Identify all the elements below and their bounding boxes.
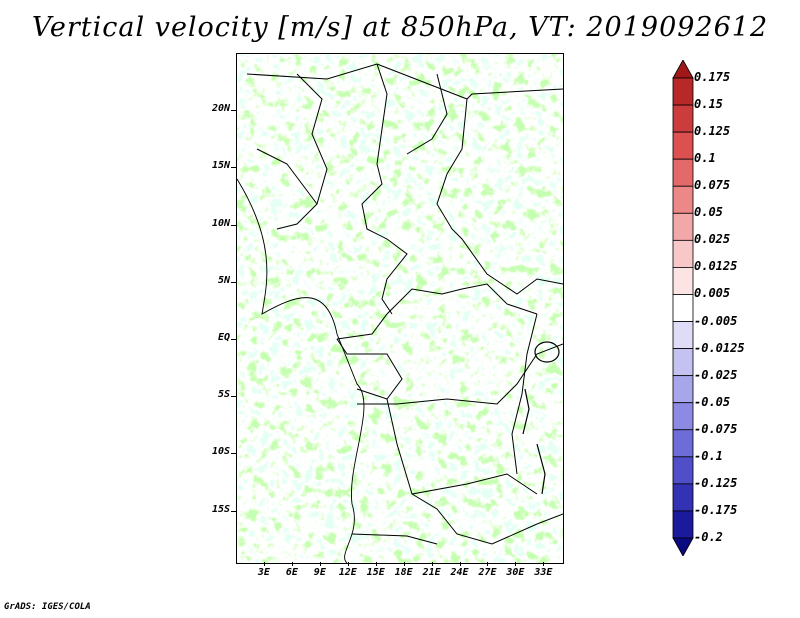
lat-label: 5N bbox=[217, 274, 230, 286]
lon-tick bbox=[403, 562, 405, 566]
colorbar-segment bbox=[672, 294, 694, 322]
colorbar-segment bbox=[672, 402, 694, 431]
lon-tick bbox=[319, 562, 321, 566]
field-background bbox=[237, 54, 563, 563]
lon-label: 33E bbox=[534, 567, 553, 578]
colorbar-segment bbox=[672, 158, 694, 187]
lat-tick bbox=[231, 453, 236, 455]
lat-label: EQ bbox=[217, 331, 230, 343]
colorbar-segment bbox=[672, 212, 694, 241]
colorbar-segment bbox=[672, 429, 694, 458]
lat-tick bbox=[231, 338, 236, 340]
colorbar-segment bbox=[672, 321, 694, 349]
colorbar-label: 0.15 bbox=[694, 97, 723, 112]
lon-tick bbox=[347, 562, 349, 566]
lat-tick bbox=[231, 281, 236, 283]
lon-label: 9E bbox=[313, 567, 326, 578]
lakes bbox=[522, 341, 560, 495]
lat-tick bbox=[231, 396, 236, 398]
lon-label: 27E bbox=[478, 567, 497, 578]
colorbar-label: -0.2 bbox=[694, 530, 723, 544]
lon-label: 21E bbox=[422, 567, 441, 578]
lat-label: 15S bbox=[211, 503, 230, 515]
colorbar-segment bbox=[672, 77, 694, 106]
lat-label: 5S bbox=[217, 389, 230, 401]
lon-label: 15E bbox=[366, 567, 385, 578]
colorbar-segment bbox=[672, 131, 694, 160]
lon-tick bbox=[515, 562, 517, 566]
grads-credit: GrADS: IGES/COLA bbox=[4, 602, 91, 612]
lat-label: 15N bbox=[211, 160, 230, 172]
lon-label: 3E bbox=[257, 567, 270, 578]
map-title: Vertical velocity [m/s] at 850hPa, VT: 2… bbox=[31, 12, 769, 43]
lon-tick bbox=[487, 562, 489, 566]
lon-label: 18E bbox=[394, 567, 413, 578]
lat-tick bbox=[231, 167, 236, 169]
lon-tick bbox=[375, 562, 377, 566]
lon-label: 12E bbox=[338, 567, 357, 578]
lon-tick bbox=[459, 562, 461, 566]
colorbar-segment bbox=[672, 375, 694, 404]
colorbar-segment bbox=[672, 510, 694, 539]
colorbar-label: 0.125 bbox=[694, 124, 731, 139]
colorbar-segment bbox=[672, 267, 694, 295]
colorbar-label: -0.175 bbox=[694, 502, 738, 517]
colorbar bbox=[672, 60, 694, 556]
lon-tick bbox=[543, 562, 545, 566]
colorbar-segment bbox=[672, 185, 694, 214]
lon-tick bbox=[263, 562, 265, 566]
colorbar-segment bbox=[672, 456, 694, 485]
colorbar-label: 0.005 bbox=[694, 286, 731, 301]
lat-tick bbox=[231, 224, 236, 226]
velocity-map bbox=[236, 53, 564, 564]
colorbar-label: -0.025 bbox=[694, 367, 738, 382]
lat-label: 10N bbox=[211, 217, 230, 229]
velocity-field-plot bbox=[237, 54, 563, 563]
lat-label: 10S bbox=[211, 446, 230, 458]
lon-label: 6E bbox=[285, 567, 298, 578]
colorbar-top-triangle bbox=[672, 60, 694, 79]
colorbar-label: 0.025 bbox=[694, 232, 731, 247]
lat-label: 20N bbox=[211, 103, 230, 115]
colorbar-segment bbox=[672, 348, 694, 377]
country-borders bbox=[237, 63, 563, 563]
colorbar-segment bbox=[672, 239, 694, 268]
colorbar-label: 0.0125 bbox=[694, 259, 738, 274]
lon-tick bbox=[291, 562, 293, 566]
colorbar-segment bbox=[672, 483, 694, 512]
colorbar-label: -0.1 bbox=[694, 448, 723, 463]
lat-tick bbox=[231, 110, 236, 112]
lat-tick bbox=[231, 510, 236, 512]
colorbar-label: 0.05 bbox=[694, 205, 723, 220]
colorbar-label: -0.075 bbox=[694, 421, 738, 436]
colorbar-label: -0.0125 bbox=[694, 340, 745, 355]
colorbar-segment bbox=[672, 104, 694, 133]
colorbar-bottom-triangle bbox=[672, 537, 694, 556]
colorbar-label: 0.1 bbox=[694, 151, 716, 166]
lon-label: 30E bbox=[506, 567, 525, 578]
colorbar-label: -0.005 bbox=[694, 313, 738, 328]
lon-tick bbox=[431, 562, 433, 566]
colorbar-label: -0.125 bbox=[694, 475, 738, 490]
lon-label: 24E bbox=[450, 567, 469, 578]
colorbar-label: 0.175 bbox=[694, 70, 731, 84]
colorbar-label: 0.075 bbox=[694, 178, 731, 193]
colorbar-label: -0.05 bbox=[694, 394, 731, 409]
